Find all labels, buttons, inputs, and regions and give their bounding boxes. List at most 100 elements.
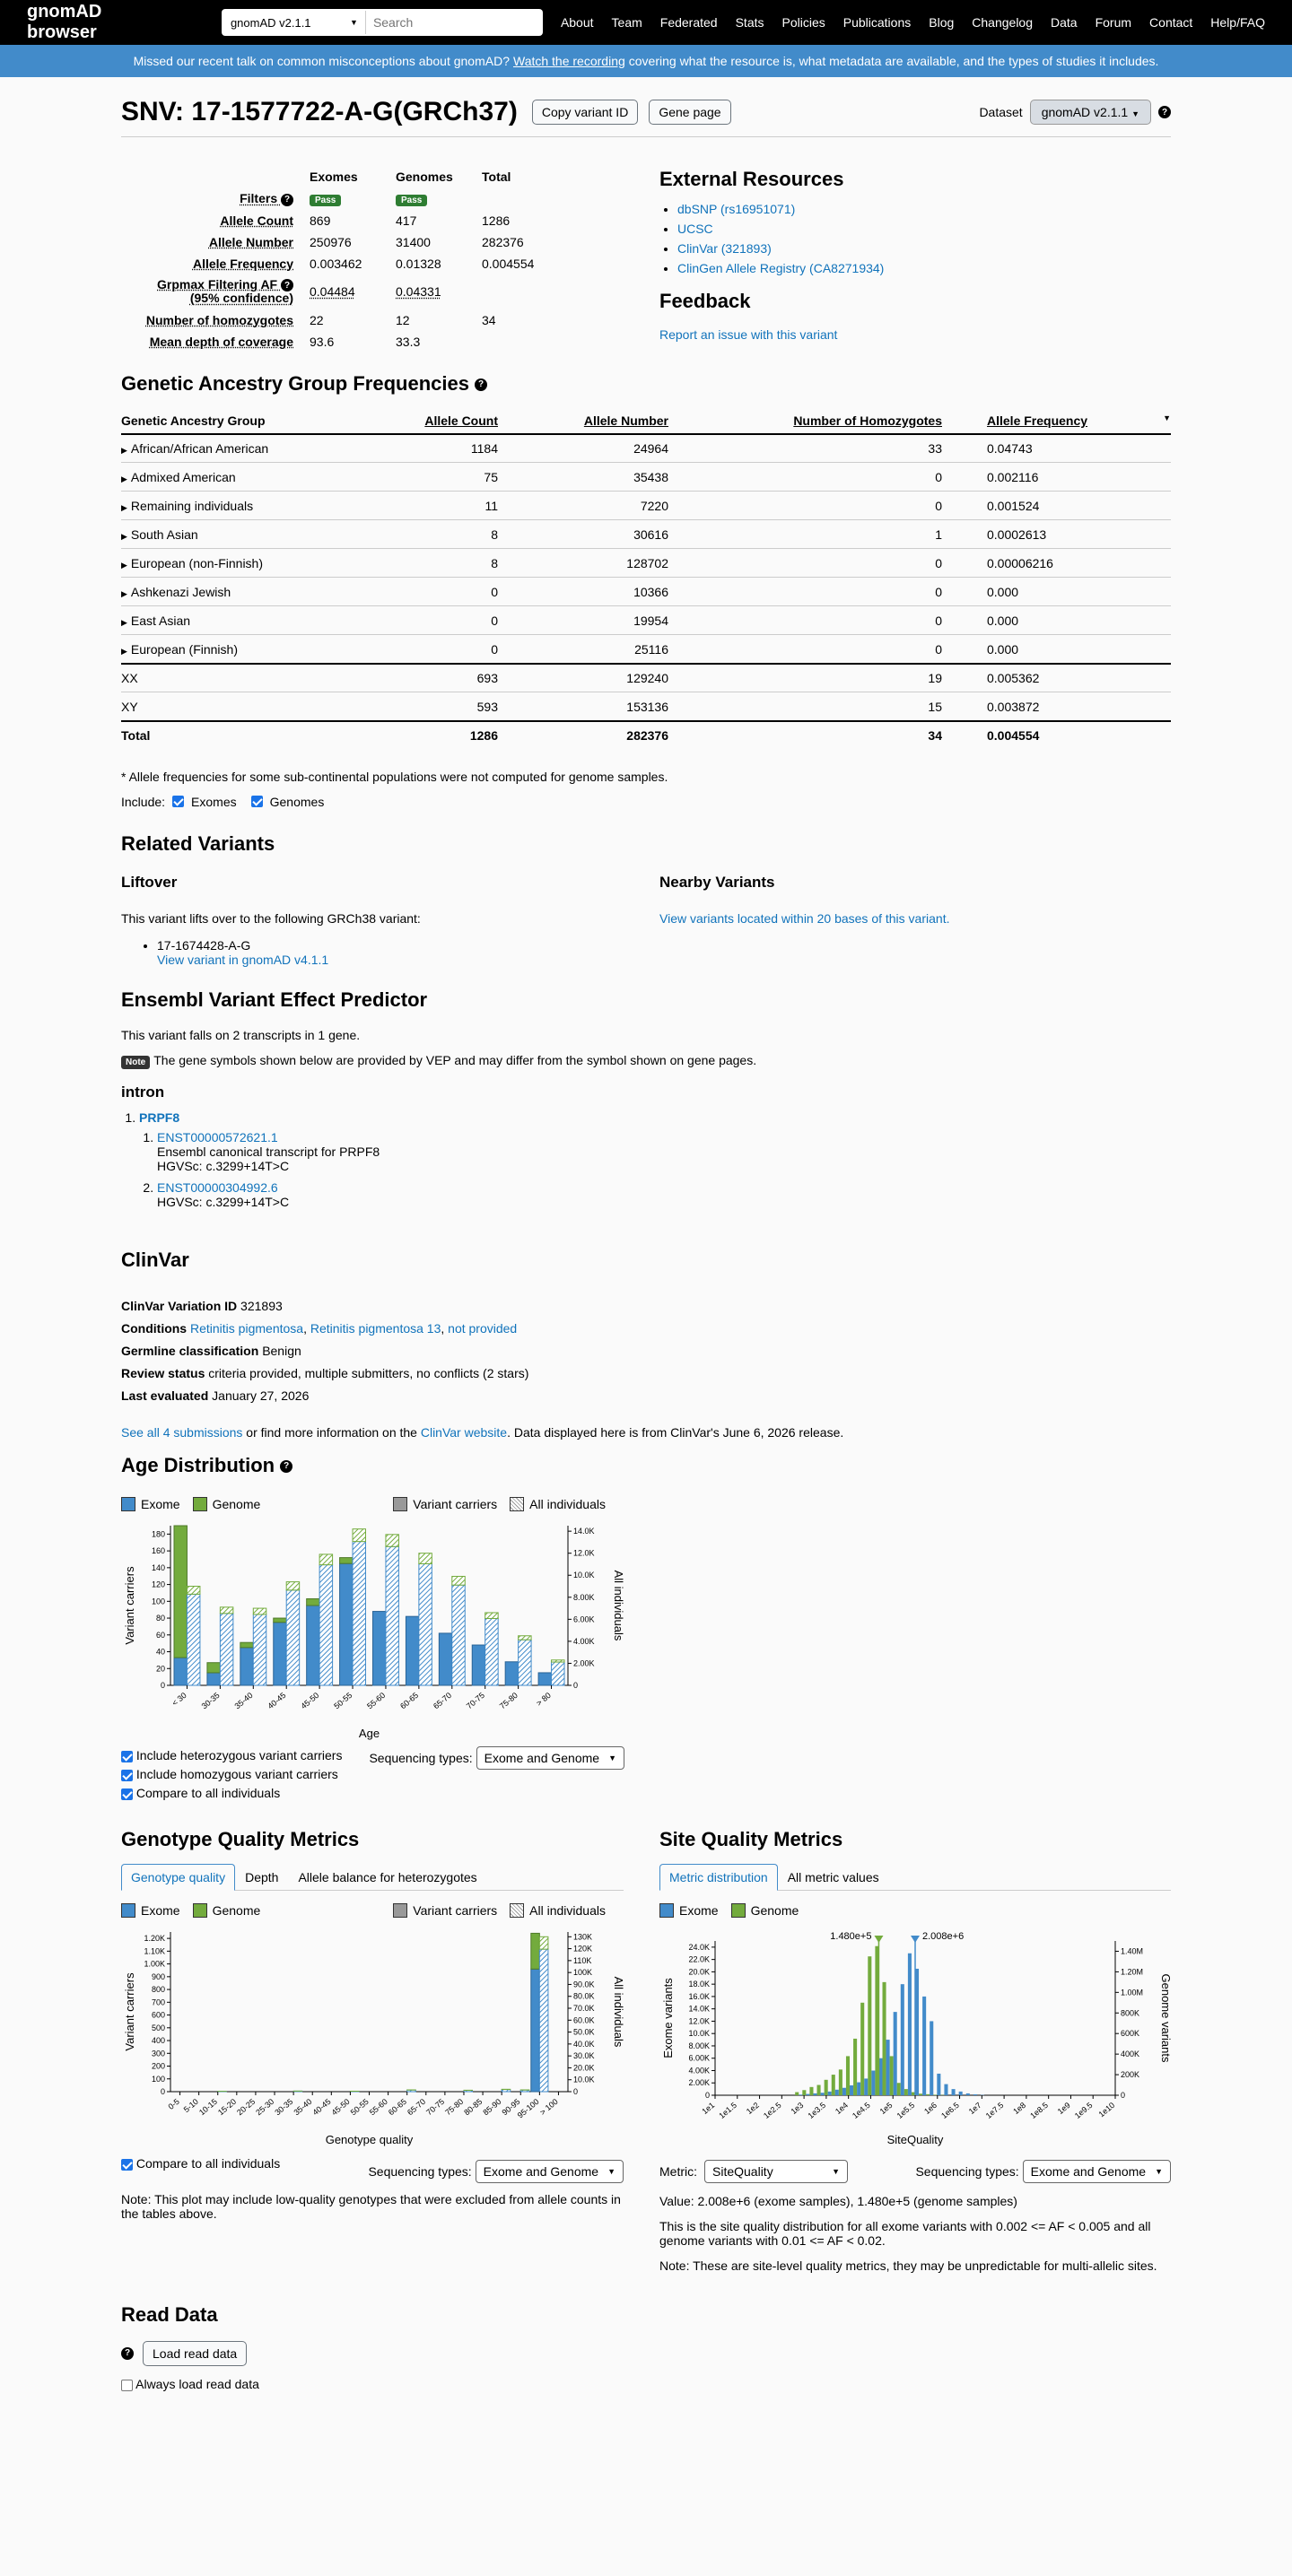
tab-genotype-quality[interactable]: Genotype quality <box>121 1863 236 1891</box>
transcript-link[interactable]: ENST00000572621.1 <box>157 1129 278 1144</box>
table-row[interactable]: ▶ European (non-Finnish) 8 128702 0 0.0000621… <box>121 548 1171 579</box>
col-allele-number[interactable]: Allele Number <box>498 407 668 435</box>
expand-triangle-icon[interactable]: ▶ <box>121 646 127 656</box>
sequencing-type-select[interactable]: Exome and Genome ▼ <box>1022 2159 1171 2183</box>
gq-compare-all-checkbox[interactable] <box>121 2158 133 2171</box>
exome-bar <box>857 2082 861 2095</box>
view-gnomad-v4-link[interactable]: View variant in gnomAD v4.1.1 <box>157 952 329 967</box>
table-row[interactable]: ▶ Remaining individuals 11 7220 0 0.001524 <box>121 491 1171 521</box>
exome-bar <box>530 1968 540 2093</box>
help-icon[interactable]: ? <box>281 193 293 206</box>
expand-triangle-icon[interactable]: ▶ <box>121 446 127 456</box>
cell: 869 <box>310 213 331 228</box>
clingen-link[interactable]: ClinGen Allele Registry (CA8271934) <box>677 261 885 275</box>
y-axis-label: Exome variants <box>661 1977 675 2058</box>
condition-link[interactable]: not provided <box>448 1320 518 1336</box>
nav-link-policies[interactable]: Policies <box>781 15 825 30</box>
col-group[interactable]: Genetic Ancestry Group <box>121 407 354 435</box>
copy-variant-id-button[interactable]: Copy variant ID <box>531 100 639 125</box>
brand-logo[interactable]: gnomAD browser <box>27 2 102 42</box>
table-row[interactable]: ▶ South Asian 8 30616 1 0.0002613 <box>121 519 1171 550</box>
genome-bar <box>875 1945 879 2095</box>
compare-all-checkbox[interactable] <box>121 1788 133 1800</box>
nav-link-data[interactable]: Data <box>1051 15 1078 30</box>
overview-row: Mean depth of coverage 93.6 33.3 <box>121 331 568 352</box>
help-icon[interactable]: ? <box>121 2346 134 2360</box>
help-icon[interactable]: ? <box>280 1459 293 1473</box>
col-allele-count[interactable]: Allele Count <box>354 407 498 435</box>
help-icon[interactable]: ? <box>1158 106 1171 118</box>
expand-triangle-icon[interactable]: ▶ <box>121 502 127 512</box>
expand-triangle-icon[interactable]: ▶ <box>121 560 127 570</box>
nav-link-contact[interactable]: Contact <box>1149 15 1193 30</box>
tab-depth[interactable]: Depth <box>245 1869 279 1884</box>
clinvar-link[interactable]: ClinVar (321893) <box>677 241 772 256</box>
table-row[interactable]: ▶ African/African American 1184 24964 33 0.04… <box>121 433 1171 464</box>
grpmax-label-2: (95% confidence) <box>189 291 293 306</box>
condition-link[interactable]: Retinitis pigmentosa <box>190 1320 304 1336</box>
include-genomes-checkbox[interactable] <box>250 796 263 808</box>
y-tick-label: 600 <box>152 2010 165 2019</box>
condition-link[interactable]: Retinitis pigmentosa 13 <box>310 1320 441 1336</box>
expand-triangle-icon[interactable]: ▶ <box>121 588 127 598</box>
exome-swatch <box>121 1496 135 1511</box>
y2-tick-label: 14.0K <box>573 1527 595 1536</box>
sequencing-type-select[interactable]: Exome and Genome ▼ <box>475 2159 624 2183</box>
include-exomes-checkbox[interactable] <box>172 796 185 808</box>
table-row[interactable]: ▶ Admixed American 75 35438 0 0.002116 <box>121 462 1171 492</box>
table-row[interactable]: ▶ European (Finnish) 0 25116 0 0.000 <box>121 634 1171 665</box>
nav-link-stats[interactable]: Stats <box>735 15 764 30</box>
sequencing-type-select[interactable]: Exome and Genome ▼ <box>476 1745 624 1770</box>
col-allele-frequency[interactable]: Allele Frequency ▼ <box>942 407 1171 435</box>
x-axis-label: Age <box>359 1727 380 1740</box>
vep-note-row: Note The gene symbols shown below are pro… <box>121 1053 1171 1069</box>
ucsc-link[interactable]: UCSC <box>677 222 713 236</box>
nav-link-about[interactable]: About <box>560 15 594 30</box>
search-input[interactable] <box>365 11 543 34</box>
load-read-data-button[interactable]: Load read data <box>143 2340 248 2366</box>
always-load-checkbox[interactable] <box>121 2379 133 2391</box>
tab-metric-distribution[interactable]: Metric distribution <box>659 1863 778 1891</box>
nav-link-team[interactable]: Team <box>611 15 642 30</box>
col-homozygotes[interactable]: Number of Homozygotes <box>668 407 942 435</box>
tab-all-metric-values[interactable]: All metric values <box>787 1869 879 1884</box>
metric-select[interactable]: SiteQuality ▼ <box>704 2159 848 2183</box>
include-hom-checkbox[interactable] <box>121 1769 133 1781</box>
nearby-variants-link[interactable]: View variants located within 20 bases of… <box>659 910 950 926</box>
see-all-submissions-link[interactable]: See all 4 submissions <box>121 1424 243 1440</box>
expand-triangle-icon[interactable]: ▶ <box>121 617 127 627</box>
nav-link-changelog[interactable]: Changelog <box>972 15 1034 30</box>
dataset-dropdown[interactable]: gnomAD v2.1.1 ▼ <box>1029 100 1151 125</box>
overview-section: Exomes Genomes Total Filters ? Pass Pass… <box>121 141 1171 352</box>
nav-link-blog[interactable]: Blog <box>929 15 955 30</box>
col-allele-number-text: Allele Number <box>583 413 668 428</box>
ancestry-table: Genetic Ancestry Group Allele Count Alle… <box>121 407 1171 750</box>
banner-recording-link[interactable]: Watch the recording <box>513 54 625 68</box>
include-het-checkbox[interactable] <box>121 1750 133 1762</box>
clinvar-website-link[interactable]: ClinVar website <box>420 1424 508 1440</box>
dbsnp-link[interactable]: dbSNP (rs16951071) <box>677 202 796 216</box>
expand-triangle-icon[interactable]: ▶ <box>121 531 127 541</box>
expand-triangle-icon[interactable]: ▶ <box>121 474 127 483</box>
search-dataset-select[interactable]: gnomAD v2.1.1 ▼ <box>223 11 366 34</box>
gene-link[interactable]: PRPF8 <box>139 1110 180 1125</box>
gene-page-button[interactable]: Gene page <box>649 100 731 125</box>
table-cell: Total <box>121 719 354 750</box>
nav-link-publications[interactable]: Publications <box>842 15 912 30</box>
help-icon[interactable]: ? <box>475 378 488 391</box>
cell-text: African/African American <box>130 441 269 457</box>
nav-link-federated[interactable]: Federated <box>659 15 718 30</box>
transcript-link[interactable]: ENST00000304992.6 <box>157 1179 278 1195</box>
y2-tick-label: 30.0K <box>573 2051 595 2060</box>
cell-text: 0 <box>491 613 498 628</box>
nav-link-help-faq[interactable]: Help/FAQ <box>1210 15 1265 30</box>
cell-text: 19954 <box>633 613 668 628</box>
nav-link-forum[interactable]: Forum <box>1095 15 1132 30</box>
tab-allele-balance[interactable]: Allele balance for heterozygotes <box>298 1869 477 1884</box>
help-icon[interactable]: ? <box>281 279 293 292</box>
cell-text: 0.003872 <box>987 699 1040 714</box>
table-row[interactable]: ▶ East Asian 0 19954 0 0.000 <box>121 605 1171 636</box>
report-issue-link[interactable]: Report an issue with this variant <box>659 327 838 342</box>
table-row[interactable]: ▶ Ashkenazi Jewish 0 10366 0 0.000 <box>121 577 1171 607</box>
gene-list: PRPF8 ENST00000572621.1 Ensembl canonica… <box>121 1110 1171 1209</box>
